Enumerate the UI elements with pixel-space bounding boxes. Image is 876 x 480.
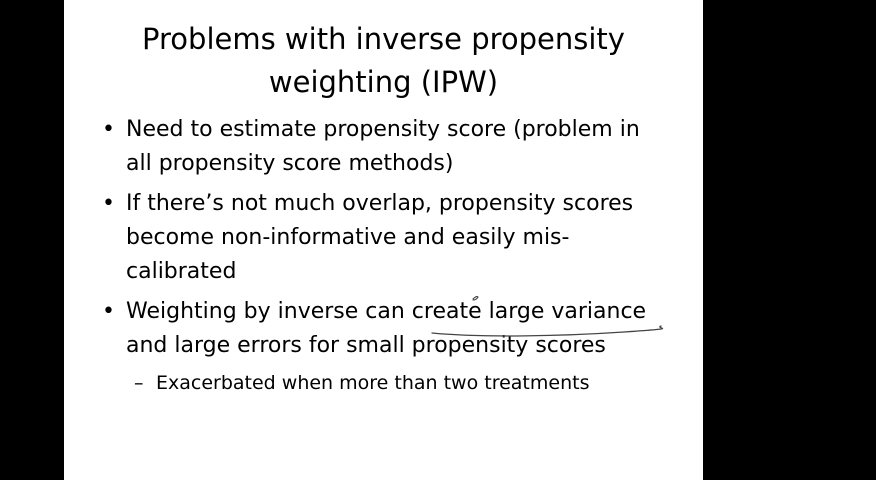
bullet-text-line: and large errors for small propensity sc… (126, 333, 606, 358)
bullet-text-line: calibrated (126, 259, 237, 284)
bullet-item: • Need to estimate propensity score (pro… (102, 113, 692, 181)
bullet-dot: • (102, 117, 115, 142)
bullet-dot: • (102, 191, 115, 216)
bullet-dot: • (102, 299, 115, 324)
bullet-item: • Weighting by inverse can create large … (102, 295, 692, 363)
bullet-text-line: Weighting by inverse can create large va… (126, 299, 647, 324)
bullet-text-line: If there’s not much overlap, propensity … (126, 191, 634, 216)
bullet-list: • Need to estimate propensity score (pro… (102, 113, 692, 397)
bullet-text-line: Need to estimate propensity score (probl… (126, 117, 640, 142)
slide-title-line-1: Problems with inverse propensity (142, 22, 625, 56)
sub-bullet-text: Exacerbated when more than two treatment… (156, 372, 590, 394)
slide-title: Problems with inverse propensity weighti… (64, 18, 703, 104)
bullet-item: • If there’s not much overlap, propensit… (102, 187, 692, 289)
slide-title-line-2: weighting (IPW) (268, 65, 499, 99)
slide: Problems with inverse propensity weighti… (64, 0, 703, 480)
bullet-text-line: become non-informative and easily mis- (126, 225, 570, 250)
sub-bullet-item: – Exacerbated when more than two treatme… (102, 369, 692, 397)
sub-bullet-dash: – (134, 372, 144, 394)
bullet-text-line: all propensity score methods) (126, 151, 454, 176)
